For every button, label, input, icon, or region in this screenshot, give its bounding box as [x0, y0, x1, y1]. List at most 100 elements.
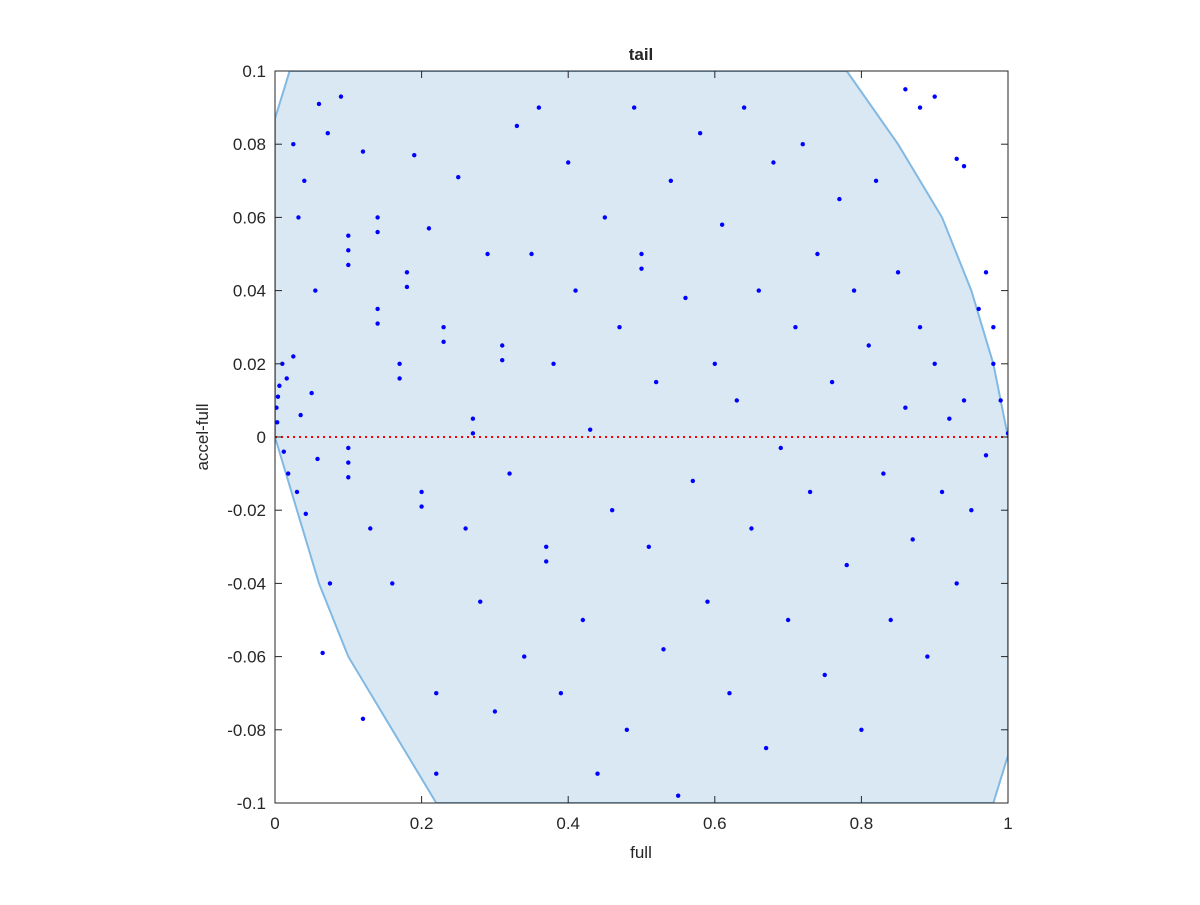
point — [316, 101, 322, 107]
x-tick-label: 0 — [270, 814, 279, 833]
x-tick-label: 0.6 — [703, 814, 727, 833]
point — [800, 142, 805, 147]
y-tick-label: -0.02 — [227, 501, 266, 520]
point — [296, 215, 301, 220]
point — [815, 251, 820, 257]
y-tick-label: 0.02 — [233, 355, 266, 374]
point — [298, 412, 303, 418]
point — [763, 745, 769, 751]
point — [544, 559, 549, 564]
point — [961, 398, 967, 403]
point — [346, 475, 351, 480]
y-axis-label: accel-full — [193, 403, 212, 470]
point — [991, 325, 996, 330]
point — [325, 131, 330, 136]
point — [741, 105, 747, 110]
point — [514, 123, 520, 129]
point — [778, 445, 783, 451]
point — [756, 288, 761, 293]
point — [544, 544, 549, 549]
point — [313, 288, 318, 293]
point — [617, 325, 622, 330]
y-tick-label: -0.1 — [237, 794, 266, 813]
point — [653, 379, 659, 385]
point — [315, 456, 320, 462]
point — [375, 229, 380, 235]
point — [346, 233, 351, 238]
x-tick-label: 0.4 — [556, 814, 580, 833]
point — [646, 544, 652, 549]
point — [404, 284, 410, 290]
point — [419, 489, 424, 495]
x-tick-label: 0.2 — [410, 814, 434, 833]
point — [551, 361, 556, 366]
point — [294, 489, 300, 495]
point — [961, 163, 967, 169]
point — [829, 379, 835, 385]
point — [976, 306, 981, 312]
point — [998, 398, 1003, 403]
point — [456, 174, 461, 180]
point — [375, 215, 380, 220]
point — [947, 416, 952, 421]
point — [529, 251, 534, 257]
point — [303, 511, 308, 517]
point — [734, 398, 739, 403]
point — [917, 105, 923, 110]
point — [309, 390, 314, 396]
point — [281, 449, 286, 454]
point — [500, 357, 505, 363]
point — [470, 431, 476, 436]
point — [859, 727, 864, 732]
point — [346, 248, 351, 253]
point — [727, 691, 732, 696]
y-tick-label: 0.06 — [233, 208, 266, 227]
point — [397, 361, 402, 366]
point — [683, 295, 688, 301]
point — [485, 251, 490, 257]
point — [291, 142, 296, 147]
point — [939, 489, 945, 495]
point — [807, 489, 813, 495]
x-tick-label: 0.8 — [850, 814, 874, 833]
point — [375, 321, 380, 326]
point — [624, 727, 630, 732]
point — [602, 215, 608, 220]
point — [609, 508, 615, 513]
point — [749, 526, 754, 531]
point — [302, 178, 307, 183]
y-tick-label: -0.04 — [227, 574, 266, 593]
point — [785, 617, 791, 623]
point — [320, 650, 325, 656]
point — [587, 427, 593, 432]
y-tick-label: -0.06 — [227, 648, 266, 667]
y-tick-label: 0 — [257, 428, 266, 447]
point — [866, 343, 871, 348]
point — [873, 178, 879, 183]
point — [441, 339, 446, 345]
point — [434, 691, 439, 696]
point — [668, 178, 674, 183]
point — [536, 105, 542, 110]
point — [404, 270, 410, 275]
y-tick-label: 0.1 — [242, 62, 266, 81]
point — [275, 405, 279, 410]
point — [969, 508, 974, 513]
point — [566, 160, 571, 165]
point — [368, 526, 373, 531]
point — [631, 105, 637, 110]
point — [426, 226, 432, 231]
point — [983, 453, 989, 458]
point — [500, 343, 505, 348]
point — [595, 771, 600, 776]
point — [771, 160, 776, 165]
x-axis-label: full — [630, 843, 652, 862]
point — [881, 471, 886, 476]
point — [675, 793, 681, 798]
point — [690, 478, 696, 484]
ticks: 0 0.2 0.4 0.6 0.8 1 -0.1 -0.08 -0.06 -0.04 -0.02 0 0… — [227, 62, 1012, 833]
y-tick-label: 0.08 — [233, 135, 266, 154]
point — [895, 270, 901, 275]
point — [463, 526, 468, 531]
point — [346, 460, 351, 465]
